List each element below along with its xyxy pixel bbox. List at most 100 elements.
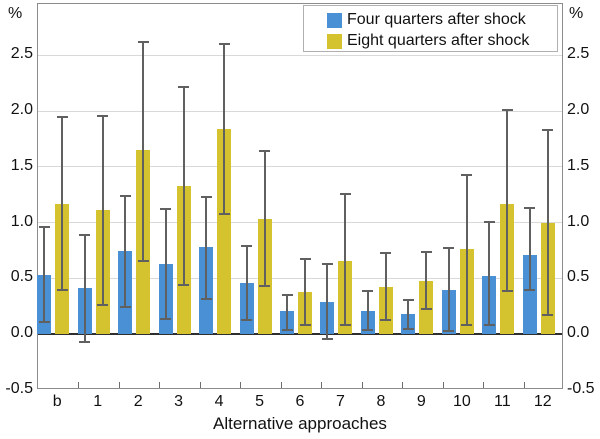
error-bar-cap <box>259 150 271 153</box>
error-bar-cap <box>38 226 50 229</box>
error-bar-cap <box>119 194 131 197</box>
legend-label: Eight quarters after shock <box>347 32 530 49</box>
y-tick-label: 1.0 <box>10 212 33 230</box>
error-bar-cap <box>443 247 455 250</box>
error-bar <box>488 221 491 326</box>
error-bar-cap <box>542 129 554 132</box>
legend-label: Four quarters after shock <box>347 11 526 28</box>
legend-swatch-yellow <box>327 33 342 49</box>
x-category-label-2: 2 <box>133 393 143 410</box>
y-tick-label: 0.5 <box>567 268 590 286</box>
y-tick-label: 1.5 <box>10 156 33 174</box>
x-axis-tick <box>240 382 242 388</box>
error-bar-cap <box>200 297 212 300</box>
error-bar <box>546 130 549 316</box>
x-category-label-7: 7 <box>335 393 345 410</box>
error-bar <box>61 116 64 290</box>
error-bar-cap <box>380 251 392 254</box>
error-bar-cap <box>402 327 414 330</box>
y-axis-unit-left: % <box>8 5 23 22</box>
error-bar-cap <box>420 307 432 310</box>
error-bar <box>407 299 410 329</box>
error-bar <box>223 44 226 214</box>
error-bar-cap <box>461 324 473 327</box>
error-bar-cap <box>160 208 172 211</box>
y-tick-label: 0.0 <box>10 324 33 342</box>
error-bar-cap <box>299 258 311 261</box>
error-bar-cap <box>542 314 554 317</box>
y-tick-label: 2.0 <box>10 101 33 119</box>
error-bar-cap <box>483 220 495 223</box>
error-bar-cap <box>97 114 109 117</box>
y-tick-label: 1.0 <box>567 212 590 230</box>
error-bar-cap <box>200 196 212 198</box>
error-bar <box>164 209 167 319</box>
y-tick-label: -0.5 <box>567 380 595 397</box>
error-bar <box>245 246 248 320</box>
x-category-label-6: 6 <box>295 393 305 410</box>
x-axis-title: Alternative approaches <box>213 414 387 433</box>
x-category-label-5: 5 <box>255 393 264 410</box>
x-axis-tick <box>442 382 444 388</box>
error-bar <box>366 290 369 330</box>
error-bar-cap <box>524 288 536 291</box>
error-bar <box>425 251 428 309</box>
error-bar <box>304 259 306 326</box>
gridline <box>38 277 562 279</box>
error-bar-cap <box>524 207 536 210</box>
error-bar <box>263 151 266 287</box>
error-bar <box>326 263 329 339</box>
x-category-label-9: 9 <box>416 393 426 410</box>
x-axis-tick <box>159 382 161 388</box>
x-axis-tick <box>78 382 80 388</box>
error-bar-cap <box>160 317 172 320</box>
x-category-label-1: 1 <box>93 393 103 410</box>
error-bar-cap <box>259 285 271 288</box>
y-tick-label: 1.5 <box>567 156 590 174</box>
x-axis-tick <box>361 382 363 388</box>
plot-area <box>37 3 563 389</box>
bar-four-12 <box>522 255 537 335</box>
gridline <box>38 222 562 224</box>
error-bar <box>506 109 509 291</box>
y-tick-label: 2.5 <box>567 45 590 63</box>
error-bar-cap <box>443 329 455 332</box>
error-bar-cap <box>79 233 91 236</box>
error-bar-cap <box>362 289 374 292</box>
error-bar-cap <box>321 262 333 265</box>
error-bar <box>83 234 86 343</box>
error-bar <box>384 252 387 320</box>
x-category-label-b: b <box>52 393 62 410</box>
zero-baseline <box>38 333 562 336</box>
error-bar-cap <box>178 85 190 88</box>
error-bar-cap <box>218 212 230 215</box>
error-bar <box>528 208 531 290</box>
legend-item-four-quarters: Four quarters after shock <box>327 12 526 28</box>
x-axis-tick <box>483 382 485 388</box>
legend-swatch-blue <box>327 12 342 28</box>
error-bar-cap <box>56 115 68 118</box>
error-bar-cap <box>402 298 414 301</box>
error-bar-cap <box>461 173 473 176</box>
error-bar-cap <box>501 289 513 292</box>
error-bar-cap <box>56 288 68 291</box>
y-tick-label: -0.5 <box>5 380 33 397</box>
error-bar <box>465 174 468 326</box>
error-bar <box>344 193 347 326</box>
x-axis-tick <box>280 382 282 388</box>
x-category-label-12: 12 <box>533 393 552 410</box>
x-category-label-4: 4 <box>214 393 224 410</box>
error-bar-cap <box>281 328 293 331</box>
error-bar <box>205 197 208 299</box>
x-axis-tick <box>402 382 404 388</box>
error-bar-cap <box>137 40 149 43</box>
gridline <box>38 166 562 168</box>
error-bar-cap <box>97 304 109 307</box>
error-bar-cap <box>178 284 190 287</box>
x-axis-tick <box>199 382 201 388</box>
error-bar-cap <box>483 324 495 327</box>
error-bar-cap <box>137 259 149 262</box>
error-bar-cap <box>119 306 131 309</box>
gridline <box>38 110 562 112</box>
